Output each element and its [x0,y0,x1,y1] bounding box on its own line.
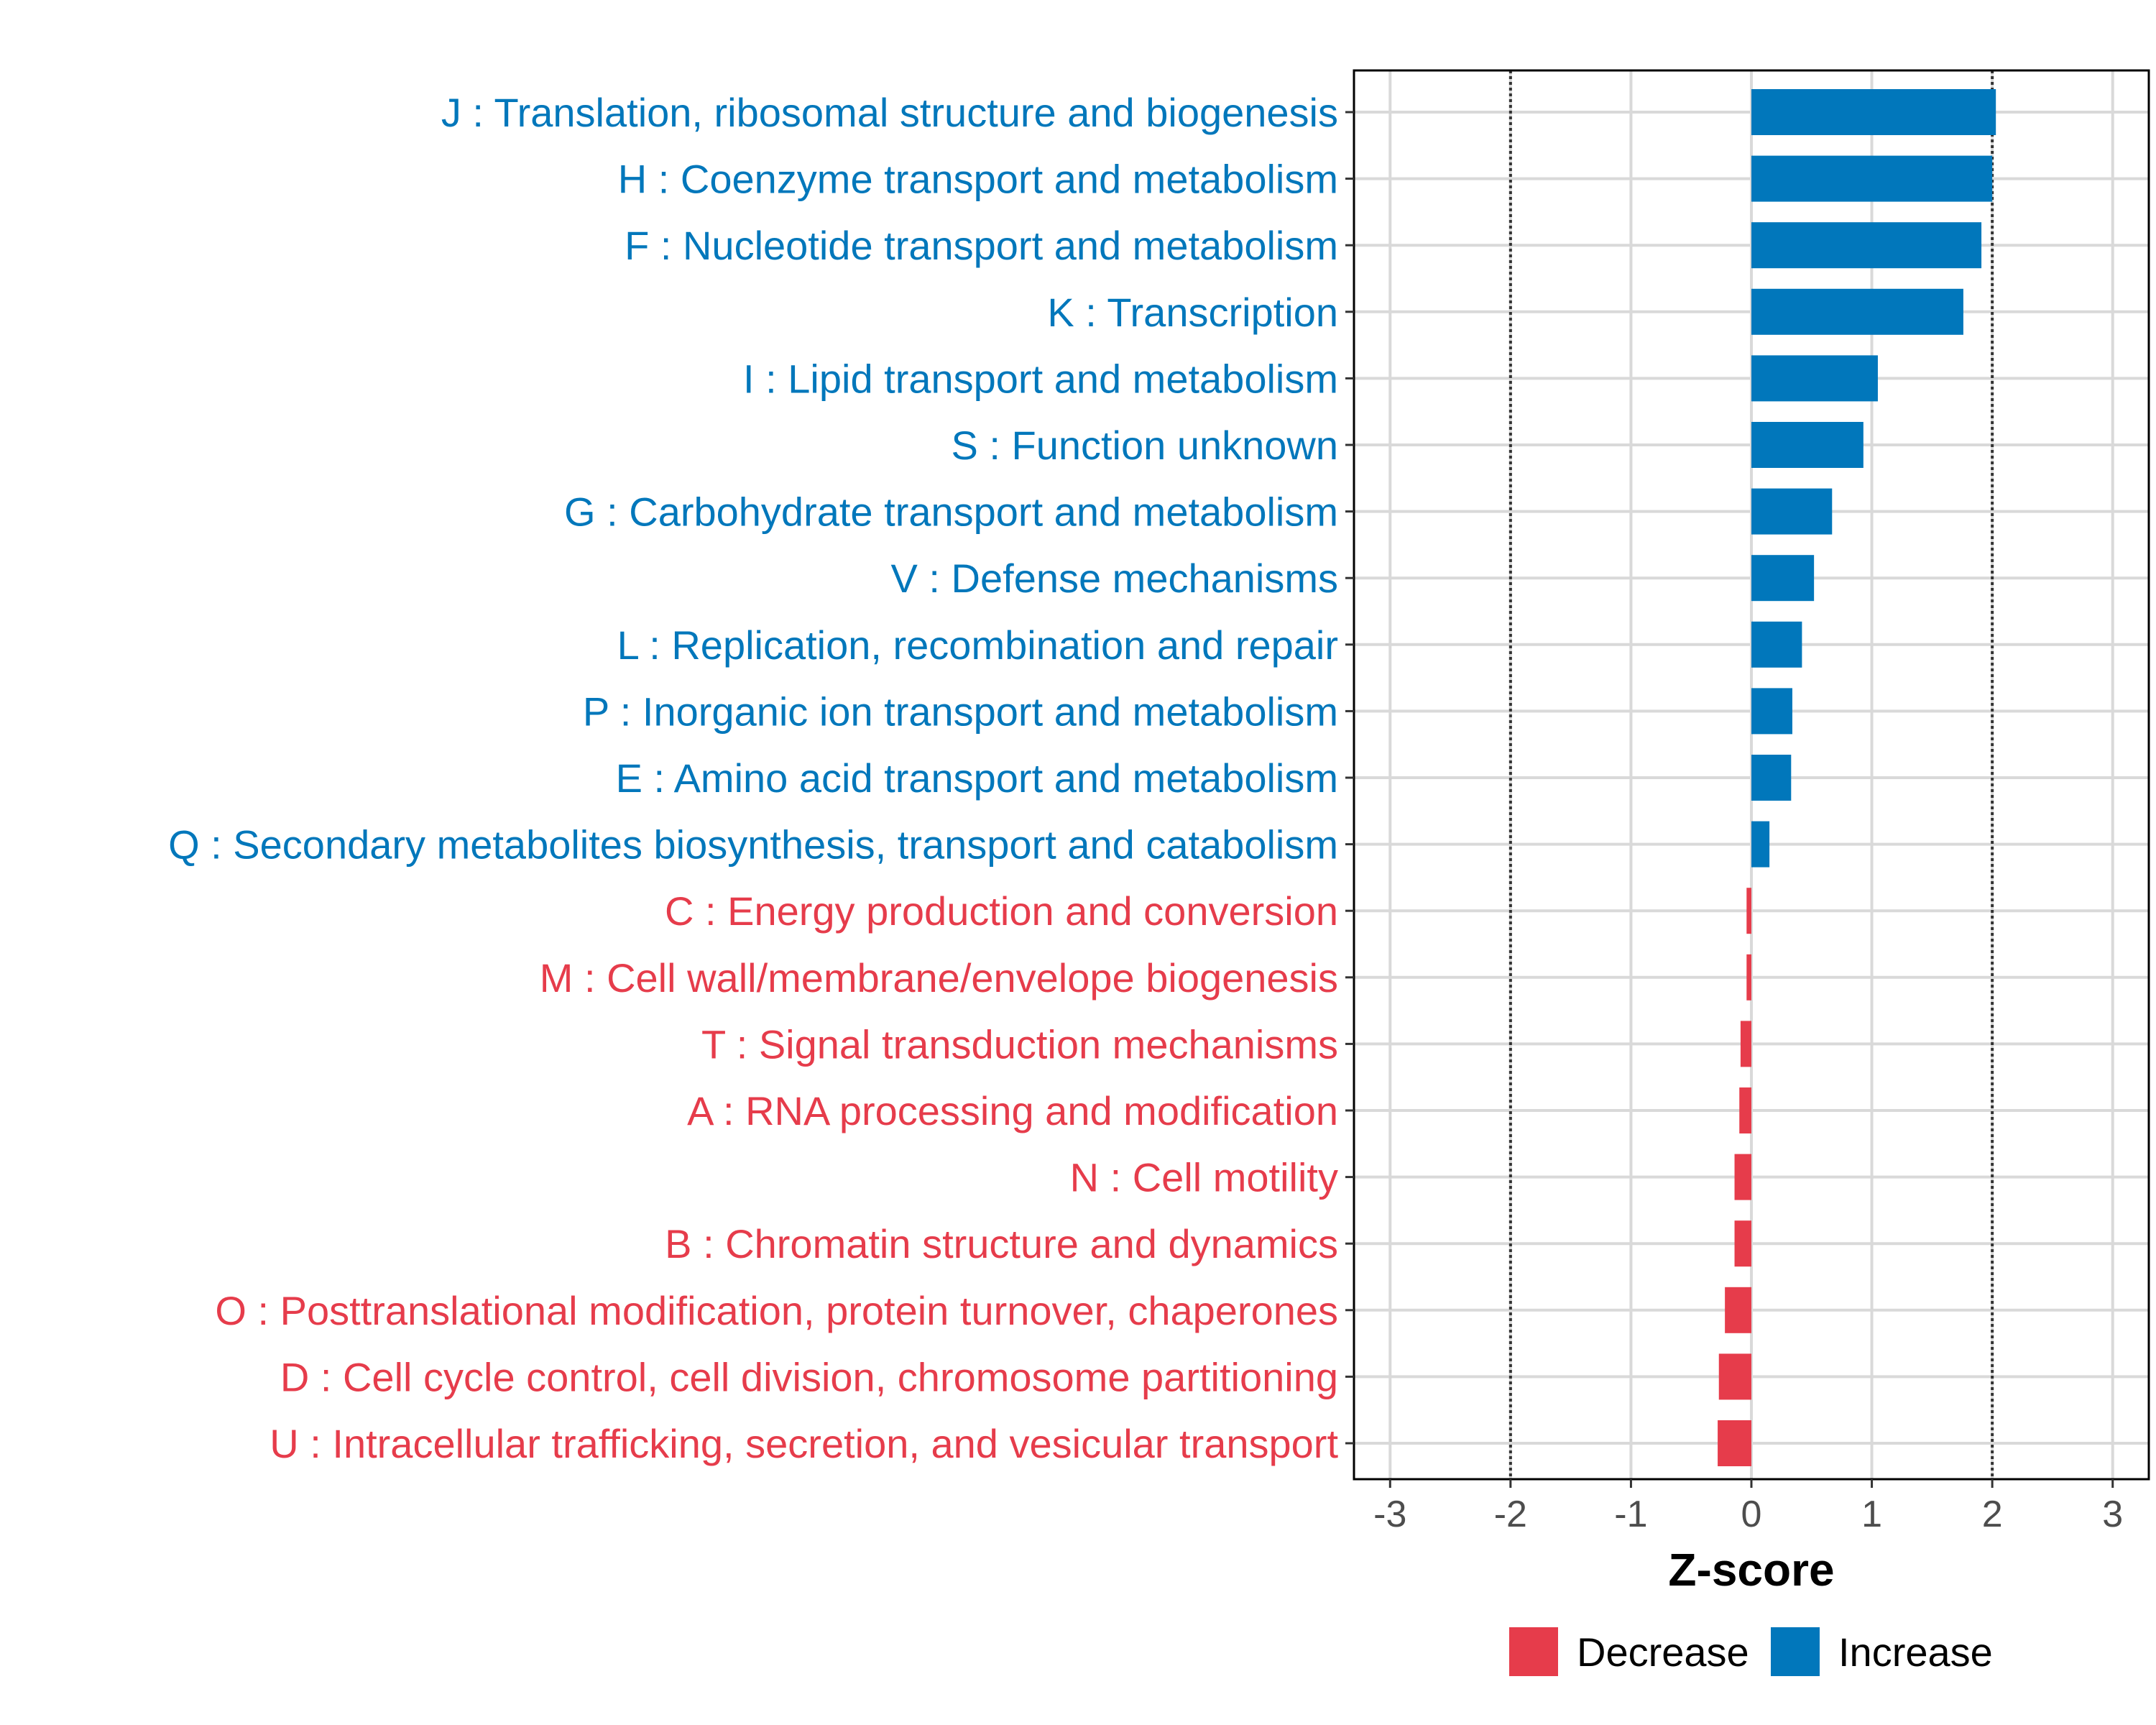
category-label: N : Cell motility [1070,1155,1338,1200]
category-label: V : Defense mechanisms [891,556,1338,601]
bar-t [1740,1021,1751,1067]
bar-c [1746,888,1751,934]
bar-b [1734,1220,1751,1267]
bar-i [1751,355,1878,402]
legend-label-decrease: Decrease [1577,1629,1749,1675]
category-label: K : Transcription [1047,290,1338,335]
bar-k [1751,288,1963,335]
x-tick-label: 3 [2102,1494,2123,1535]
x-tick-label: 1 [1861,1494,1882,1535]
category-label: I : Lipid transport and metabolism [743,356,1338,401]
category-label: U : Intracellular trafficking, secretion… [270,1421,1338,1466]
category-label: M : Cell wall/membrane/envelope biogenes… [540,955,1338,1000]
bar-s [1751,422,1864,468]
bar-j [1751,89,1996,135]
x-tick-label: 0 [1741,1494,1762,1535]
x-axis-ticks: -3 -2 -1 0 1 2 3 [1373,1479,2123,1535]
bars [1718,89,1996,1466]
x-tick-label: -2 [1494,1494,1527,1535]
legend-label-increase: Increase [1838,1629,1993,1675]
y-axis-ticks [1345,111,1354,1445]
bar-p [1751,688,1792,735]
category-label: T : Signal transduction mechanisms [701,1021,1338,1067]
category-label: F : Nucleotide transport and metabolism [625,223,1338,268]
bar-m [1746,954,1751,1000]
category-label: O : Posttranslational modification, prot… [215,1288,1338,1333]
category-label: C : Energy production and conversion [665,888,1338,934]
x-tick-label: 2 [1982,1494,2003,1535]
bar-u [1718,1420,1751,1466]
category-label: Q : Secondary metabolites biosynthesis, … [168,822,1338,868]
x-axis-title: Z-score [1668,1544,1834,1596]
bar-g [1751,488,1833,535]
category-label: G : Carbohydrate transport and metabolis… [564,489,1338,535]
category-label: L : Replication, recombination and repai… [617,622,1338,668]
legend-key-decrease [1509,1627,1558,1676]
category-label: E : Amino acid transport and metabolism [616,755,1338,801]
bar-o [1725,1287,1751,1333]
x-tick-label: -1 [1614,1494,1647,1535]
bar-v [1751,555,1815,602]
bar-a [1739,1087,1751,1133]
bar-d [1718,1353,1751,1400]
bar-l [1751,621,1802,668]
category-label: J : Translation, ribosomal structure and… [441,90,1338,135]
legend: Decrease Increase [1509,1627,1993,1676]
category-label: S : Function unknown [951,423,1338,468]
reference-lines [1508,70,1994,1479]
category-label: P : Inorganic ion transport and metaboli… [583,689,1338,734]
category-labels: J : Translation, ribosomal structure and… [168,90,1338,1466]
bar-f [1751,222,1982,269]
bar-n [1734,1154,1751,1200]
category-label: H : Coenzyme transport and metabolism [618,157,1338,202]
bar-h [1751,155,1993,202]
category-label: A : RNA processing and modification [687,1088,1338,1133]
legend-key-increase [1771,1627,1820,1676]
x-tick-label: -3 [1373,1494,1406,1535]
bar-q [1751,821,1770,868]
bar-e [1751,755,1792,801]
category-label: B : Chromatin structure and dynamics [665,1221,1338,1266]
category-label: D : Cell cycle control, cell division, c… [280,1354,1338,1399]
